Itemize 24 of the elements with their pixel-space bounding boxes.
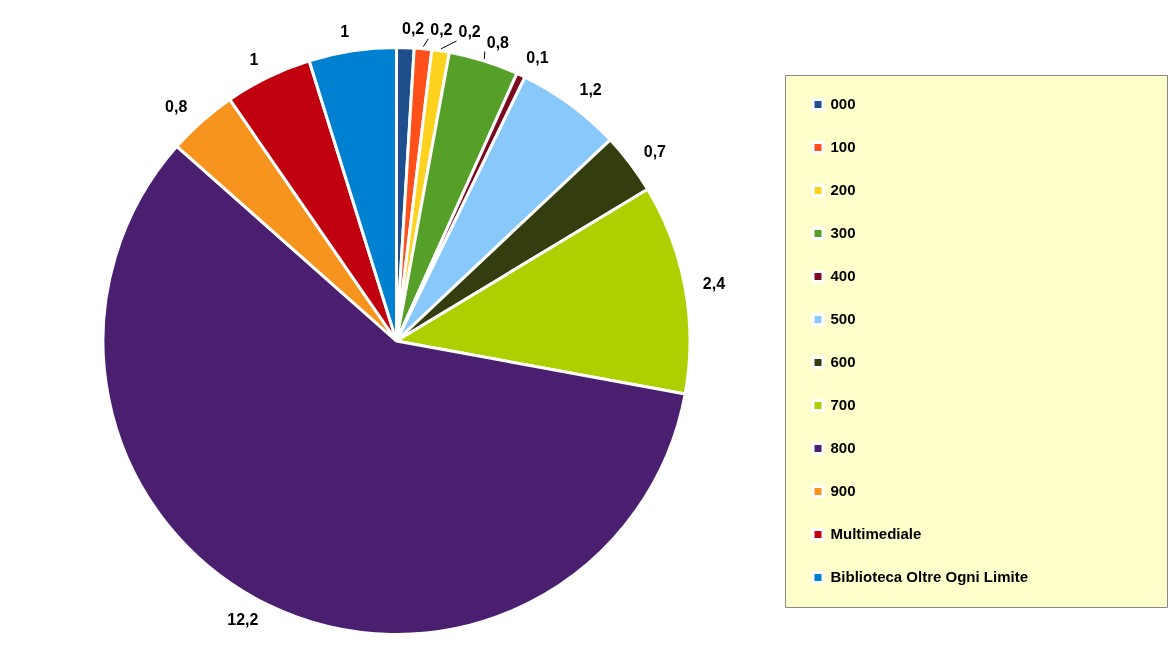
data-label: 0,2 — [458, 23, 481, 41]
legend-label: Biblioteca Oltre Ogni Limite — [830, 567, 1029, 585]
data-label: 1 — [340, 23, 350, 41]
data-label: 2,4 — [702, 275, 726, 293]
legend-label: 800 — [830, 438, 856, 456]
data-label: 0,8 — [165, 98, 188, 116]
legend-label: 600 — [830, 352, 856, 370]
legend-label: 500 — [830, 309, 856, 327]
legend-label: 000 — [830, 94, 856, 112]
legend-label: 700 — [830, 395, 856, 413]
legend-label: 400 — [830, 266, 856, 284]
data-label: 1 — [249, 51, 259, 69]
data-label: 0,2 — [402, 20, 425, 38]
data-label: 0,8 — [486, 34, 510, 52]
legend-label: 200 — [830, 180, 856, 198]
legend-label: 300 — [830, 223, 856, 241]
data-label: 12,2 — [227, 611, 259, 629]
data-label: 1,2 — [579, 80, 602, 98]
legend-label: 900 — [830, 481, 856, 499]
legend-label: Multimediale — [830, 524, 922, 542]
data-label: 0,2 — [430, 21, 453, 39]
data-label: 0,1 — [526, 49, 549, 67]
legend-label: 100 — [830, 137, 856, 155]
data-label: 0,7 — [643, 143, 667, 161]
